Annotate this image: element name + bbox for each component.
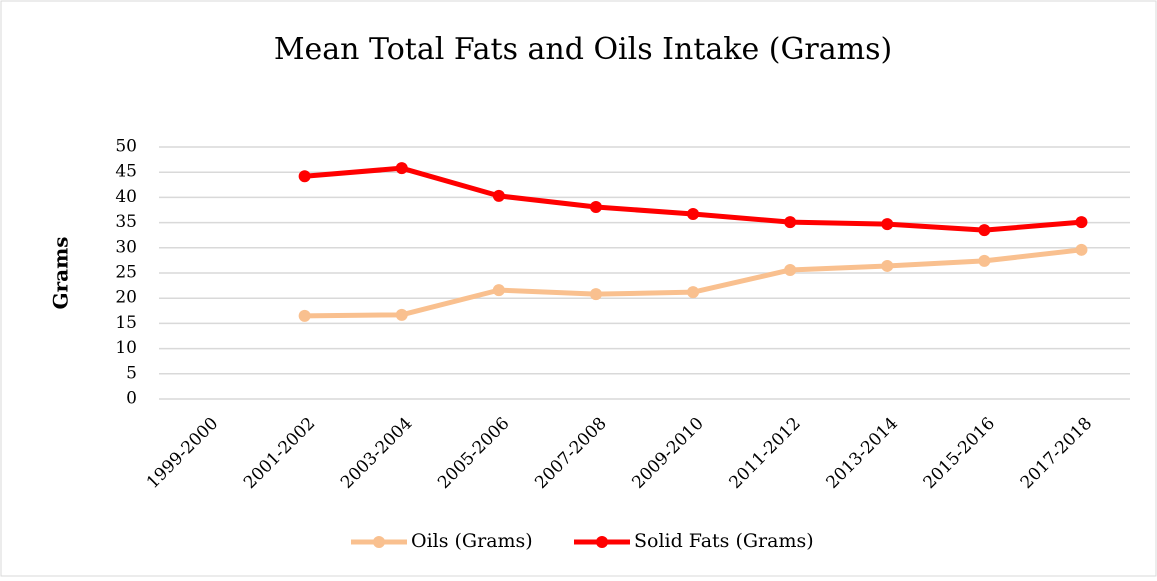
legend-label: Solid Fats (Grams) [634, 530, 814, 552]
y-tick-label: 25 [115, 263, 137, 283]
data-point [589, 288, 602, 301]
data-point [1075, 243, 1088, 256]
data-point [978, 224, 991, 237]
y-tick-label: 30 [115, 237, 137, 257]
data-point [298, 309, 311, 322]
data-point [881, 218, 894, 231]
data-point [978, 254, 991, 267]
data-point [1075, 216, 1088, 229]
y-tick-label: 0 [126, 389, 137, 409]
y-tick-label: 5 [126, 363, 137, 383]
data-point [687, 208, 700, 221]
data-point [492, 284, 505, 297]
data-point [784, 216, 797, 229]
data-point [298, 170, 311, 183]
legend-marker [373, 536, 385, 548]
data-point [589, 200, 602, 213]
y-tick-label: 50 [115, 137, 137, 157]
chart-title: Mean Total Fats and Oils Intake (Grams) [274, 32, 892, 67]
y-tick-label: 40 [115, 187, 137, 207]
legend-marker [596, 536, 608, 548]
y-tick-label: 15 [115, 313, 137, 333]
data-point [881, 259, 894, 272]
data-point [395, 308, 408, 321]
data-point [784, 263, 797, 276]
data-point [492, 189, 505, 202]
y-tick-label: 10 [115, 338, 137, 358]
data-point [687, 286, 700, 299]
y-axis-title: Grams [49, 237, 73, 310]
y-tick-label: 45 [115, 162, 137, 182]
legend-label: Oils (Grams) [411, 530, 533, 552]
data-point [395, 162, 408, 175]
y-tick-label: 35 [115, 212, 137, 232]
y-tick-label: 20 [115, 288, 137, 308]
